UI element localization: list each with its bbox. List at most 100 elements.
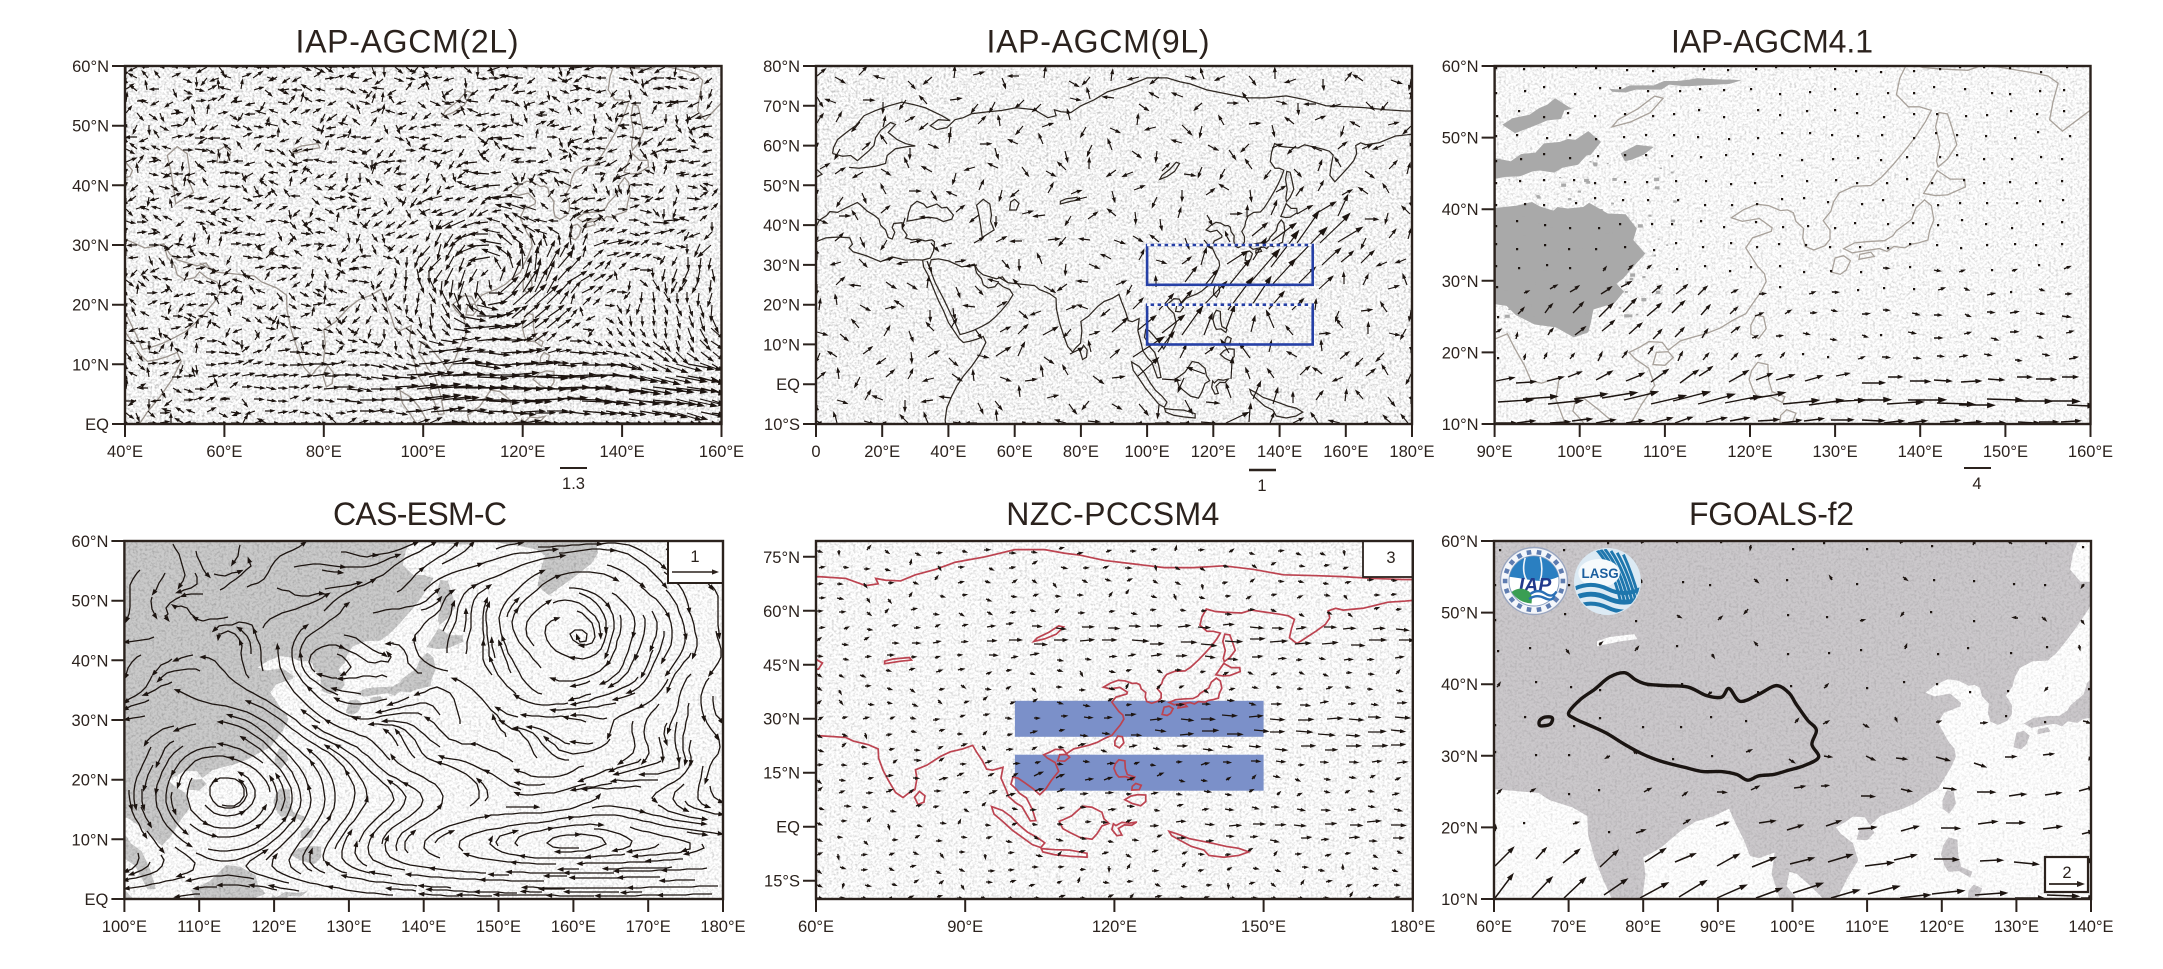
svg-text:110°E: 110°E <box>1643 443 1687 461</box>
svg-text:4: 4 <box>1972 475 1981 493</box>
svg-text:EQ: EQ <box>85 416 109 434</box>
svg-text:100°E: 100°E <box>1557 443 1602 461</box>
svg-text:60°N: 60°N <box>72 58 109 76</box>
svg-text:40°N: 40°N <box>72 652 109 670</box>
svg-text:10°N: 10°N <box>763 336 800 354</box>
svg-text:20°N: 20°N <box>1441 819 1478 837</box>
svg-text:180°E: 180°E <box>1389 443 1434 461</box>
svg-text:50°N: 50°N <box>72 118 109 136</box>
svg-text:EQ: EQ <box>776 376 800 394</box>
svg-text:140°E: 140°E <box>401 918 446 936</box>
svg-text:20°N: 20°N <box>72 772 109 790</box>
svg-text:CAS-ESM-C: CAS-ESM-C <box>333 496 507 532</box>
svg-text:10°N: 10°N <box>1442 416 1479 434</box>
svg-text:30°N: 30°N <box>763 257 800 275</box>
svg-text:1.3: 1.3 <box>562 475 585 493</box>
svg-text:100°E: 100°E <box>1770 918 1815 936</box>
svg-text:NZC-PCCSM4: NZC-PCCSM4 <box>1006 496 1219 532</box>
svg-text:60°E: 60°E <box>206 443 242 461</box>
svg-text:90°E: 90°E <box>1477 443 1513 461</box>
svg-text:160°E: 160°E <box>1323 443 1368 461</box>
svg-text:160°E: 160°E <box>2068 443 2113 461</box>
svg-text:130°E: 130°E <box>326 918 371 936</box>
svg-text:40°E: 40°E <box>107 443 143 461</box>
svg-text:10°S: 10°S <box>764 416 800 434</box>
svg-text:40°E: 40°E <box>930 443 966 461</box>
svg-text:EQ: EQ <box>776 819 800 837</box>
svg-text:30°N: 30°N <box>1441 748 1478 766</box>
svg-text:110°E: 110°E <box>177 918 221 936</box>
svg-text:60°N: 60°N <box>1442 58 1479 76</box>
svg-text:1: 1 <box>690 548 699 566</box>
svg-text:10°N: 10°N <box>72 356 109 374</box>
svg-text:0: 0 <box>811 443 820 461</box>
svg-text:20°N: 20°N <box>1442 344 1479 362</box>
svg-text:180°E: 180°E <box>1390 918 1435 936</box>
svg-text:IAP-AGCM(9L): IAP-AGCM(9L) <box>987 24 1210 60</box>
svg-text:EQ: EQ <box>85 891 109 909</box>
svg-text:2: 2 <box>2062 864 2071 882</box>
svg-text:FGOALS-f2: FGOALS-f2 <box>1689 496 1854 532</box>
svg-text:60°N: 60°N <box>763 603 800 621</box>
svg-text:IAP-AGCM4.1: IAP-AGCM4.1 <box>1671 24 1873 60</box>
svg-text:45°N: 45°N <box>763 657 800 675</box>
svg-text:60°N: 60°N <box>763 138 800 156</box>
svg-text:LASG: LASG <box>1582 566 1619 581</box>
svg-text:60°E: 60°E <box>1476 918 1512 936</box>
svg-text:100°E: 100°E <box>1125 443 1170 461</box>
svg-text:40°N: 40°N <box>1441 676 1478 694</box>
svg-text:20°N: 20°N <box>763 297 800 315</box>
svg-text:140°E: 140°E <box>1257 443 1302 461</box>
svg-text:120°E: 120°E <box>1919 918 1964 936</box>
svg-text:90°E: 90°E <box>947 918 983 936</box>
svg-text:20°E: 20°E <box>864 443 900 461</box>
svg-text:60°N: 60°N <box>1441 533 1478 551</box>
svg-text:10°N: 10°N <box>72 831 109 849</box>
svg-text:150°E: 150°E <box>1983 443 2028 461</box>
svg-text:80°E: 80°E <box>1625 918 1661 936</box>
svg-text:30°N: 30°N <box>1442 273 1479 291</box>
svg-text:160°E: 160°E <box>551 918 596 936</box>
svg-text:100°E: 100°E <box>401 443 446 461</box>
svg-text:3: 3 <box>1386 549 1395 567</box>
svg-text:150°E: 150°E <box>1241 918 1286 936</box>
svg-text:50°N: 50°N <box>72 593 109 611</box>
svg-text:15°N: 15°N <box>763 765 800 783</box>
svg-text:60°E: 60°E <box>798 918 834 936</box>
svg-text:80°E: 80°E <box>1063 443 1099 461</box>
svg-text:50°N: 50°N <box>1441 605 1478 623</box>
svg-text:140°E: 140°E <box>1898 443 1943 461</box>
svg-text:30°N: 30°N <box>72 712 109 730</box>
svg-text:40°N: 40°N <box>1442 201 1479 219</box>
svg-text:120°E: 120°E <box>1727 443 1772 461</box>
svg-text:20°N: 20°N <box>72 297 109 315</box>
svg-text:120°E: 120°E <box>1092 918 1137 936</box>
svg-text:120°E: 120°E <box>500 443 545 461</box>
svg-text:IAP-AGCM(2L): IAP-AGCM(2L) <box>296 24 519 60</box>
svg-text:120°E: 120°E <box>252 918 297 936</box>
svg-text:40°N: 40°N <box>763 217 800 235</box>
svg-text:130°E: 130°E <box>1994 918 2039 936</box>
svg-text:180°E: 180°E <box>700 918 745 936</box>
svg-text:80°N: 80°N <box>763 58 800 76</box>
svg-text:75°N: 75°N <box>763 549 800 567</box>
svg-text:140°E: 140°E <box>600 443 645 461</box>
svg-text:30°N: 30°N <box>72 237 109 255</box>
svg-text:70°E: 70°E <box>1551 918 1587 936</box>
svg-text:110°E: 110°E <box>1845 918 1889 936</box>
svg-text:140°E: 140°E <box>2068 918 2113 936</box>
svg-text:10°N: 10°N <box>1441 891 1478 909</box>
svg-text:40°N: 40°N <box>72 177 109 195</box>
svg-text:30°N: 30°N <box>763 711 800 729</box>
svg-text:15°S: 15°S <box>764 873 800 891</box>
svg-text:160°E: 160°E <box>699 443 744 461</box>
svg-text:60°N: 60°N <box>72 533 109 551</box>
svg-text:130°E: 130°E <box>1813 443 1858 461</box>
svg-text:150°E: 150°E <box>476 918 521 936</box>
svg-text:90°E: 90°E <box>1700 918 1736 936</box>
svg-text:100°E: 100°E <box>102 918 147 936</box>
svg-text:50°N: 50°N <box>1442 130 1479 148</box>
svg-text:60°E: 60°E <box>997 443 1033 461</box>
svg-text:1: 1 <box>1257 477 1266 495</box>
svg-text:120°E: 120°E <box>1191 443 1236 461</box>
